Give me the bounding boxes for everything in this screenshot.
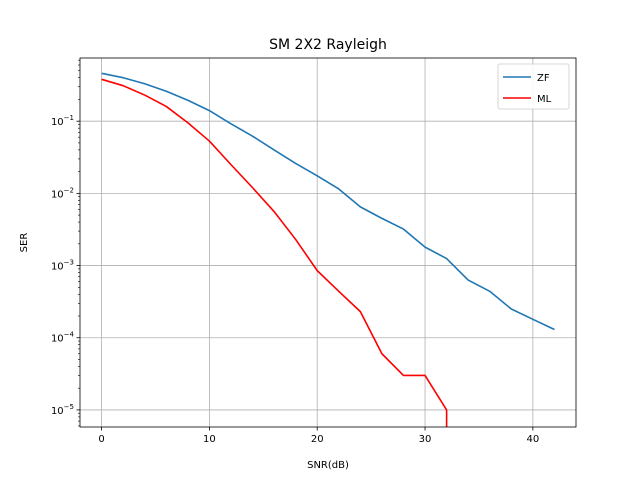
x-axis-label: SNR(dB): [307, 460, 349, 471]
y-tick-label: 10−4: [51, 331, 75, 345]
legend: ZF ML: [497, 63, 570, 110]
x-tick-label: 10: [203, 434, 216, 445]
x-tick-label: 20: [311, 434, 324, 445]
plot-frame: [79, 57, 577, 428]
legend-label-ml: ML: [537, 94, 552, 105]
legend-box: [497, 63, 570, 110]
series-lines: [101, 72, 555, 427]
y-tick-mantissa: 10: [51, 406, 64, 417]
y-tick-mantissa: 10: [51, 117, 64, 128]
y-tick-exponent: −2: [64, 186, 74, 194]
x-tick-label: 40: [527, 434, 540, 445]
series-line-zf: [101, 72, 555, 331]
series-line-ml: [101, 78, 448, 427]
y-tick-exponent: −5: [64, 403, 74, 411]
y-tick-label: 10−2: [51, 186, 74, 200]
y-tick-label: 10−1: [51, 114, 74, 128]
y-tick-exponent: −1: [64, 114, 74, 122]
y-tick-label: 10−5: [51, 403, 74, 417]
grid: [80, 58, 576, 427]
y-tick-mantissa: 10: [51, 262, 64, 273]
y-tick-exponent: −3: [64, 259, 74, 267]
y-axis-label: SER: [19, 233, 30, 253]
y-tick-label: 10−3: [51, 259, 74, 273]
x-tick-label: 0: [98, 434, 104, 445]
y-tick-exponent: −4: [64, 331, 75, 339]
chart-title: SM 2X2 Rayleigh: [269, 37, 387, 53]
y-tick-mantissa: 10: [51, 189, 64, 200]
y-tick-mantissa: 10: [51, 334, 64, 345]
legend-label-zf: ZF: [537, 73, 550, 84]
x-tick-label: 30: [419, 434, 432, 445]
